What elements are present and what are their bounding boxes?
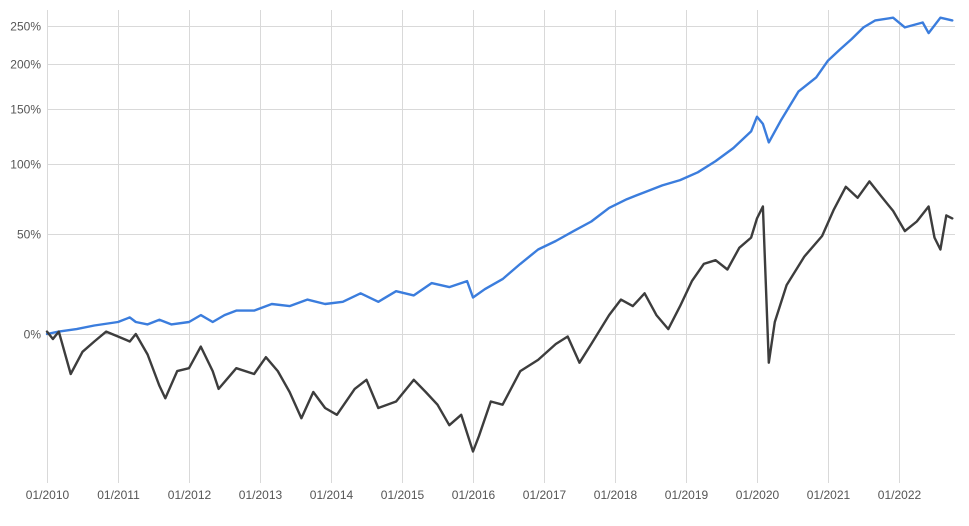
x-tick-label: 01/2017 [523, 488, 567, 502]
x-tick-label: 01/2014 [310, 488, 354, 502]
x-tick-label: 01/2019 [665, 488, 709, 502]
y-tick-label: 100% [10, 158, 41, 172]
x-tick-label: 01/2012 [168, 488, 212, 502]
x-tick-label: 01/2022 [878, 488, 922, 502]
x-tick-label: 01/2018 [594, 488, 638, 502]
series [45, 16, 954, 453]
y-axis-labels: 0% 50% 100% 150% 200% 250% [10, 20, 41, 342]
x-tick-label: 01/2011 [97, 488, 140, 502]
y-tick-label: 250% [10, 20, 41, 34]
x-tick-label: 01/2021 [807, 488, 851, 502]
y-tick-label: 50% [17, 228, 41, 242]
y-tick-label: 200% [10, 58, 41, 72]
x-tick-label: 01/2013 [239, 488, 283, 502]
y-tick-label: 150% [10, 103, 41, 117]
x-tick-label: 01/2020 [736, 488, 780, 502]
series-line-blue [45, 16, 954, 336]
x-tick-label: 01/2015 [381, 488, 425, 502]
y-tick-label: 0% [24, 328, 42, 342]
x-tick-label: 01/2010 [26, 488, 70, 502]
x-axis-labels: 01/2010 01/2011 01/2012 01/2013 01/2014 01/20… [26, 488, 922, 502]
series-line-dark [45, 180, 954, 453]
grid [47, 10, 955, 483]
x-tick-label: 01/2016 [452, 488, 496, 502]
